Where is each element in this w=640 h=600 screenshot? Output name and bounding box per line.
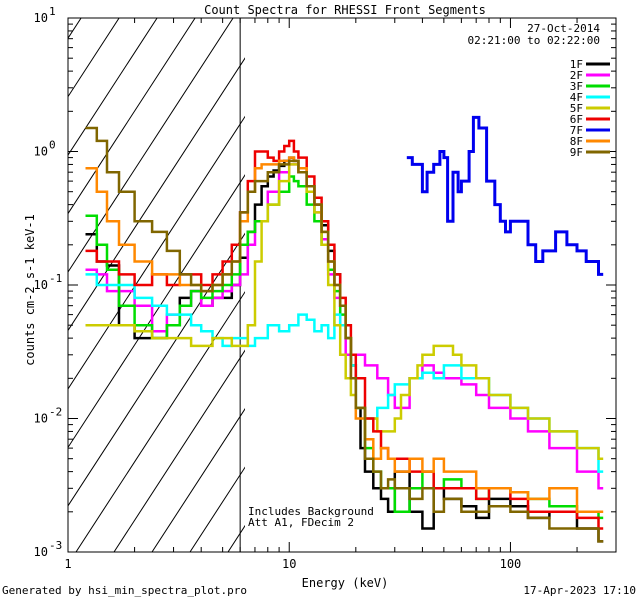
legend-label-4F: 4F xyxy=(570,91,583,104)
hatch-line xyxy=(68,18,158,156)
legend-label-5F: 5F xyxy=(570,102,583,115)
legend-label-8F: 8F xyxy=(570,135,583,148)
chart-title: Count Spectra for RHESSI Front Segments xyxy=(204,3,486,17)
hatch-line xyxy=(151,408,245,552)
y-tick-label: 10 xyxy=(34,412,48,426)
footer-timestamp: 17-Apr-2023 17:10 xyxy=(523,584,636,597)
legend-label-9F: 9F xyxy=(570,146,583,159)
hatch-line xyxy=(68,18,234,273)
hatch-line xyxy=(266,18,613,552)
x-tick-label: 10 xyxy=(282,557,296,571)
series-4F xyxy=(85,273,604,473)
x-axis-ticks: 1 10 100 xyxy=(64,18,617,571)
hatch-line xyxy=(75,291,245,552)
legend-label-3F: 3F xyxy=(570,80,583,93)
legend-label-7F: 7F xyxy=(570,124,583,137)
hatch-line xyxy=(0,18,5,552)
x-axis-label: Energy (keV) xyxy=(302,576,389,590)
annotation-attenuator: Att A1, FDecim 2 xyxy=(248,516,354,529)
series-8F xyxy=(85,156,604,514)
series-7F xyxy=(406,115,604,276)
annotation-background: Includes Background xyxy=(248,505,374,518)
time-range-label: 02:21:00 to 02:22:00 xyxy=(468,34,600,47)
y-axis-label: counts cm-2 s-1 keV-1 xyxy=(23,214,37,366)
y-tick-label: 10 xyxy=(34,545,48,559)
hatch-line xyxy=(113,349,245,552)
date-label: 27-Oct-2014 xyxy=(527,22,600,35)
legend-label-6F: 6F xyxy=(570,113,583,126)
y-tick-exponent: 0 xyxy=(49,139,56,152)
y-tick-label: 10 xyxy=(34,11,48,25)
series-5F xyxy=(85,163,604,460)
series-6F xyxy=(85,139,604,530)
x-tick-label: 1 xyxy=(64,557,71,571)
hatch-line xyxy=(189,466,245,552)
series-3F xyxy=(85,175,604,520)
y-tick-label: 10 xyxy=(34,145,48,159)
series-1F xyxy=(85,156,604,543)
y-tick-exponent: -2 xyxy=(49,406,62,419)
x-tick-label: 100 xyxy=(500,557,522,571)
y-tick-exponent: 1 xyxy=(49,5,56,18)
y-tick-exponent: -3 xyxy=(49,539,62,552)
y-tick-exponent: -1 xyxy=(49,272,62,285)
legend-label-2F: 2F xyxy=(570,69,583,82)
series-layer xyxy=(85,115,604,543)
y-tick-label: 10 xyxy=(34,278,48,292)
footer-generated-by: Generated by hsi_min_spectra_plot.pro xyxy=(2,584,247,597)
legend-label-1F: 1F xyxy=(570,58,583,71)
hatch-line xyxy=(68,18,196,215)
series-9F xyxy=(85,126,604,543)
